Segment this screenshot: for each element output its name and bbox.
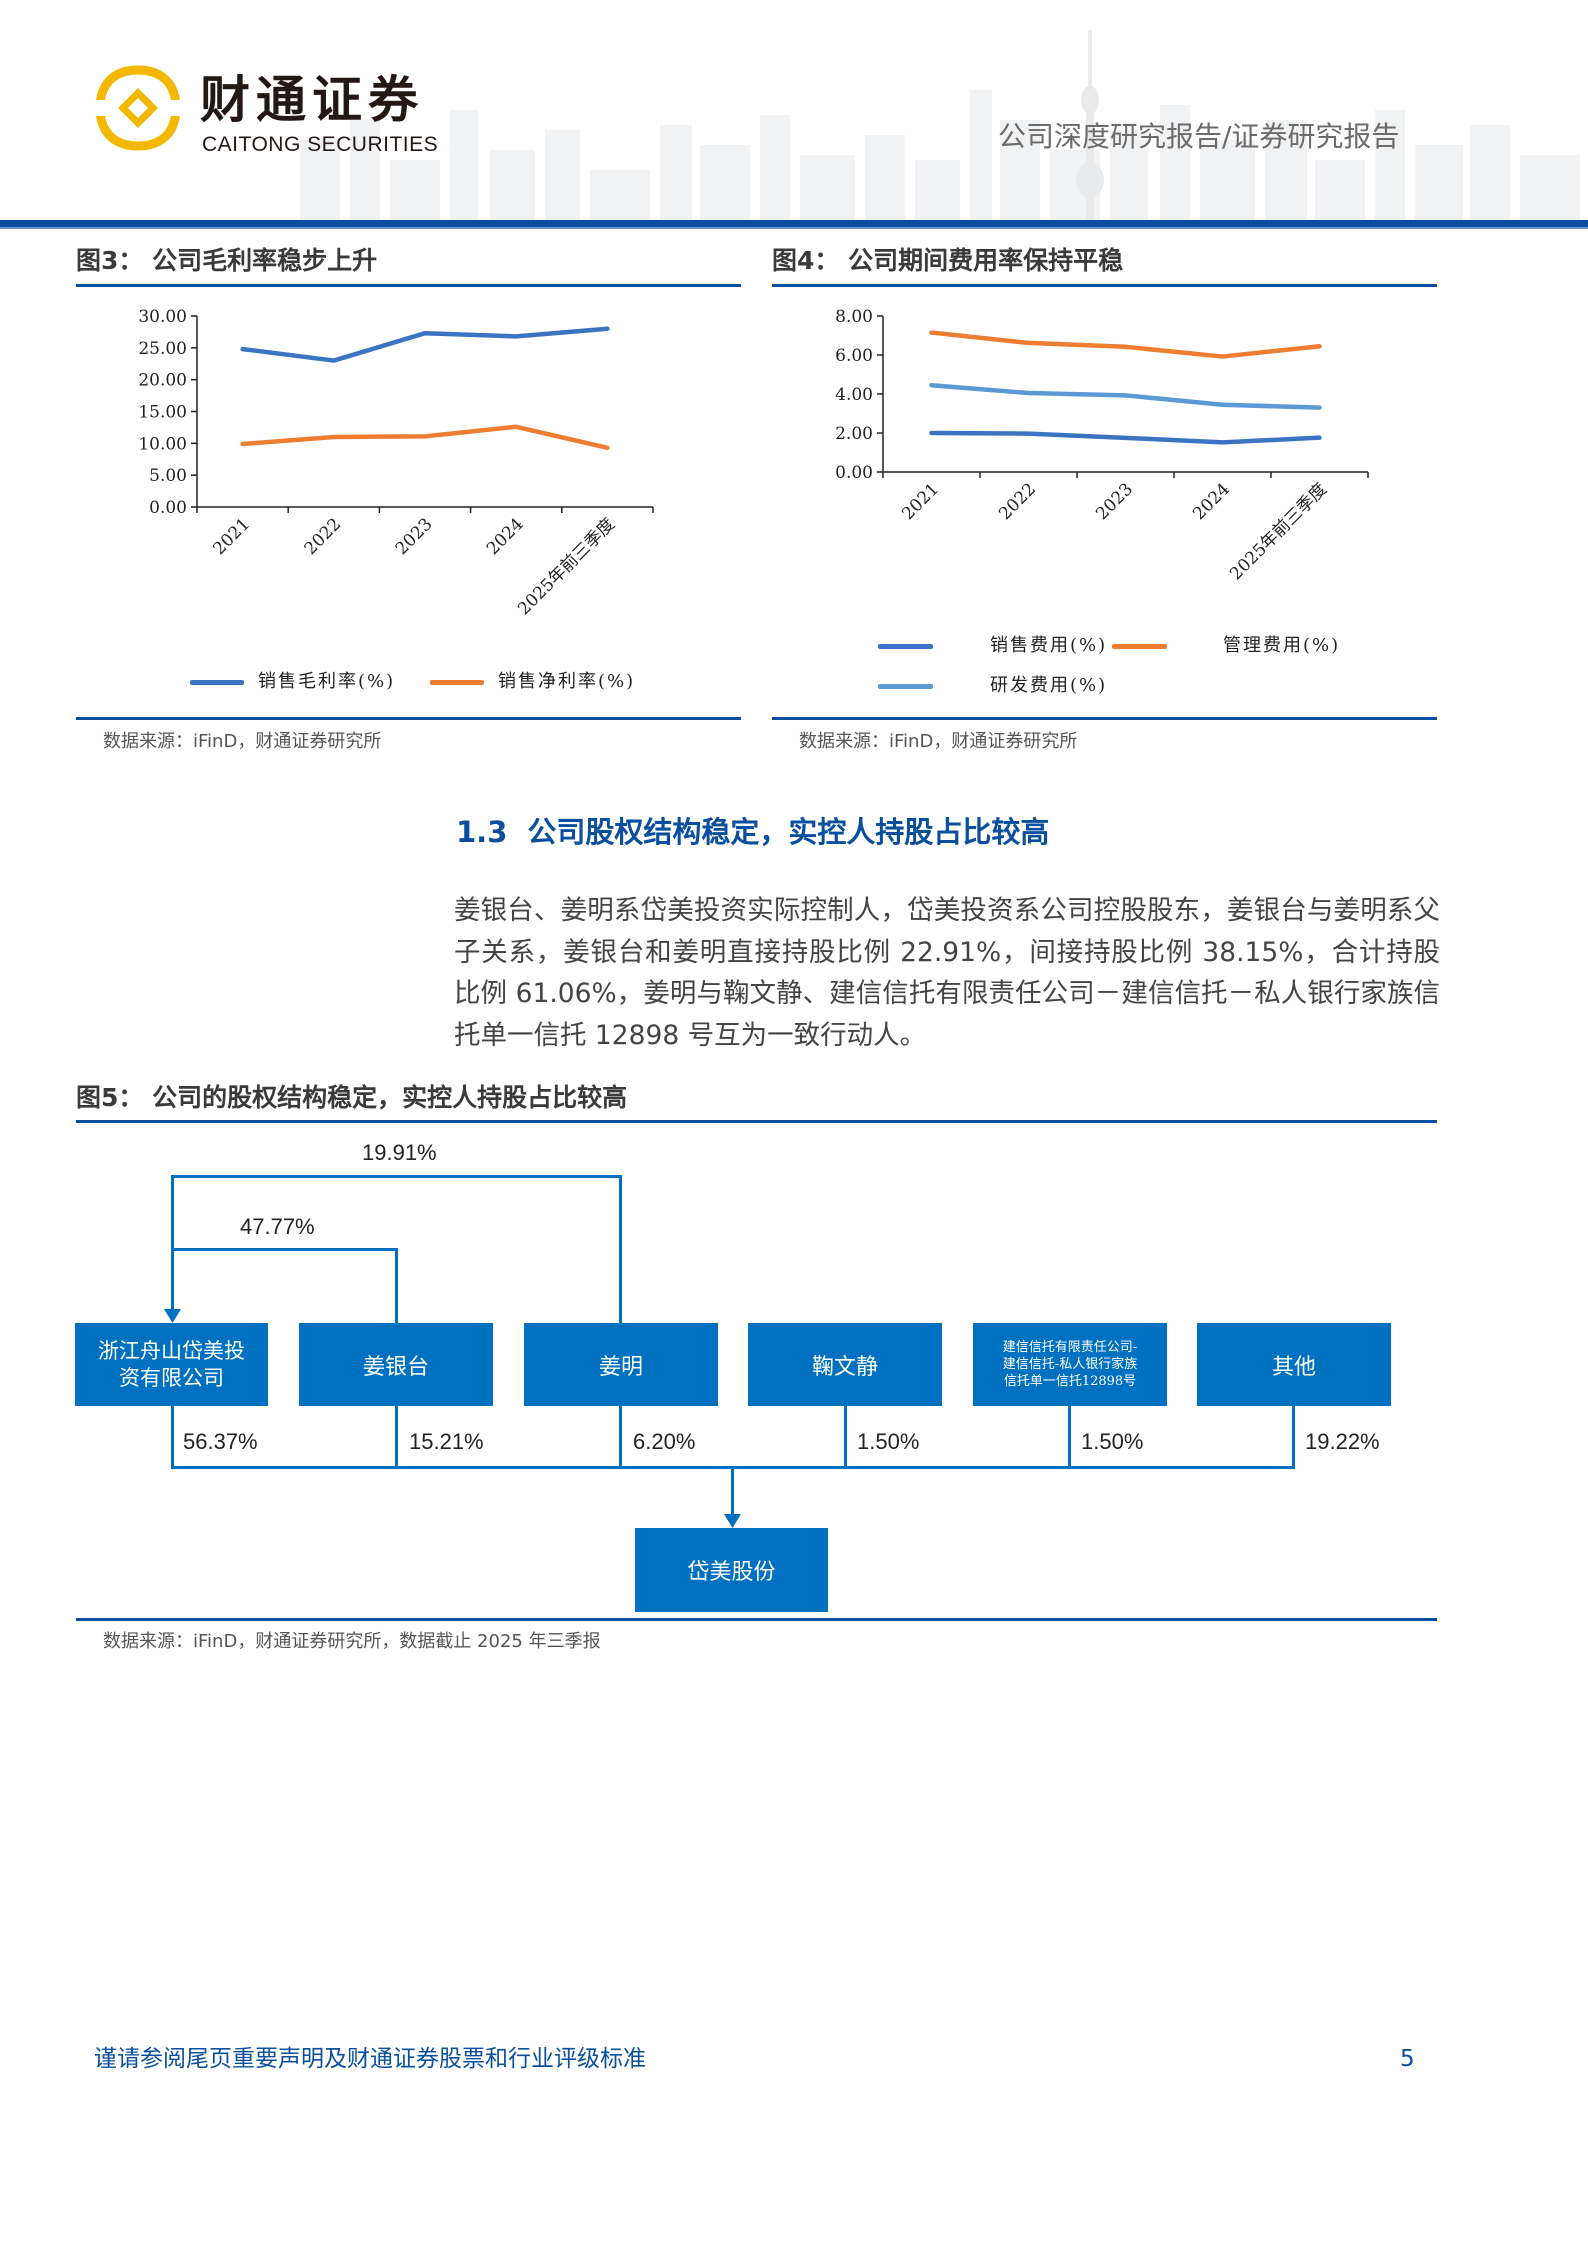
pct-jiangming: 6.20% bbox=[633, 1429, 696, 1454]
figure-4-title: 图4： 公司期间费用率保持平稳 bbox=[772, 246, 1124, 275]
legend-label-selling-expense: 销售费用(%) bbox=[990, 635, 1108, 656]
logo-chinese-name: 财通证券 bbox=[200, 70, 424, 129]
footer-disclaimer: 谨请参阅尾页重要声明及财通证券股票和行业评级标准 bbox=[94, 2046, 646, 2072]
shareholder-box-jiangming: 姜明 bbox=[524, 1323, 718, 1406]
box-label: 姜明 bbox=[598, 1354, 643, 1380]
figure-3-top-rule bbox=[76, 284, 741, 287]
connector-line bbox=[1292, 1406, 1295, 1468]
box-label-line: 资有限公司 bbox=[119, 1365, 224, 1390]
pct-ccb-trust: 1.50% bbox=[1081, 1429, 1144, 1454]
logo-english-name: CAITONG SECURITIES bbox=[202, 133, 439, 156]
connector-line bbox=[731, 1466, 734, 1516]
page-number: 5 bbox=[1400, 2046, 1415, 2072]
shareholder-box-daimei-investment: 浙江舟山岱美投 资有限公司 bbox=[75, 1323, 268, 1406]
pct-others: 19.22% bbox=[1305, 1429, 1380, 1454]
svg-text:25.00: 25.00 bbox=[138, 339, 187, 359]
box-label: 其他 bbox=[1271, 1354, 1316, 1380]
connector-line bbox=[619, 1175, 622, 1323]
box-label-line: 信托单一信托12898号 bbox=[1003, 1374, 1137, 1389]
legend-swatch-net-margin bbox=[430, 680, 484, 685]
pct-daimei-investment: 56.37% bbox=[183, 1429, 258, 1454]
caitong-logo-icon bbox=[92, 65, 184, 151]
shareholder-box-ccb-trust: 建信信托有限责任公司- 建信信托-私人银行家族 信托单一信托12898号 bbox=[973, 1323, 1167, 1406]
section-heading: 1.3 公司股权结构稳定，实控人持股占比较高 bbox=[456, 812, 1049, 852]
connector-line bbox=[395, 1248, 398, 1323]
header-divider bbox=[0, 220, 1588, 227]
connector-line bbox=[171, 1175, 622, 1178]
report-type-label: 公司深度研究报告/证券研究报告 bbox=[998, 120, 1400, 153]
box-label: 鞠文静 bbox=[811, 1354, 878, 1380]
shareholder-box-juwenjing: 鞠文静 bbox=[748, 1323, 942, 1406]
box-label: 姜银台 bbox=[362, 1354, 429, 1380]
connector-line bbox=[171, 1175, 174, 1315]
svg-text:0.00: 0.00 bbox=[149, 498, 187, 518]
figure-4-bottom-rule bbox=[772, 717, 1437, 720]
svg-text:2.00: 2.00 bbox=[835, 424, 873, 444]
legend-swatch-admin-expense bbox=[1112, 644, 1167, 649]
connector-line bbox=[171, 1248, 397, 1251]
legend-label-admin-expense: 管理费用(%) bbox=[1223, 635, 1341, 656]
pct-juwenjing: 1.50% bbox=[857, 1429, 920, 1454]
connector-line bbox=[844, 1406, 847, 1468]
legend-swatch-rd-expense bbox=[878, 684, 933, 689]
svg-text:20.00: 20.00 bbox=[138, 371, 187, 391]
connector-line bbox=[395, 1406, 398, 1468]
box-label: 岱美股份 bbox=[687, 1560, 776, 1585]
legend-label-gross-margin: 销售毛利率(%) bbox=[258, 671, 396, 692]
arrow-down-icon bbox=[724, 1514, 741, 1528]
legend-swatch-gross-margin bbox=[190, 680, 244, 685]
svg-text:2022: 2022 bbox=[995, 479, 1040, 524]
shareholder-box-others: 其他 bbox=[1197, 1323, 1391, 1406]
link-pct-jiangyintai-to-daimei: 47.77% bbox=[240, 1214, 315, 1239]
figure-3-title: 图3： 公司毛利率稳步上升 bbox=[76, 246, 378, 275]
figure-5-source: 数据来源：iFinD，财通证券研究所，数据截止 2025 年三季报 bbox=[103, 1631, 601, 1652]
header-skyline-decoration bbox=[300, 30, 1580, 220]
figure-3-source: 数据来源：iFinD，财通证券研究所 bbox=[103, 731, 382, 752]
svg-text:30.00: 30.00 bbox=[138, 307, 187, 327]
box-label-line: 建信信托-私人银行家族 bbox=[1002, 1357, 1138, 1372]
section-title: 公司股权结构稳定，实控人持股占比较高 bbox=[527, 815, 1050, 849]
section-number: 1.3 bbox=[456, 815, 508, 849]
figure-4-line-chart: 0.00 2.00 4.00 6.00 8.00 2021 2022 2023 20242025… bbox=[835, 307, 1369, 584]
svg-text:5.00: 5.00 bbox=[149, 466, 187, 486]
header-divider-accent bbox=[0, 227, 1588, 229]
figure-5-bottom-rule bbox=[76, 1618, 1437, 1621]
link-pct-jiangming-to-daimei: 19.91% bbox=[362, 1140, 437, 1165]
legend-label-net-margin: 销售净利率(%) bbox=[498, 671, 636, 692]
connector-line bbox=[171, 1406, 174, 1468]
svg-text:2021: 2021 bbox=[898, 479, 943, 524]
svg-text:6.00: 6.00 bbox=[835, 346, 873, 366]
svg-text:2024: 2024 bbox=[1189, 479, 1234, 524]
svg-text:8.00: 8.00 bbox=[835, 307, 873, 327]
connector-line bbox=[619, 1406, 622, 1468]
figure-3-bottom-rule bbox=[76, 717, 741, 720]
svg-text:2023: 2023 bbox=[1092, 479, 1137, 524]
svg-text:10.00: 10.00 bbox=[138, 434, 187, 454]
section-paragraph: 姜银台、姜明系岱美投资实际控制人，岱美投资系公司控股股东，姜银台与姜明系父子关系… bbox=[454, 895, 1440, 1051]
box-label-line: 浙江舟山岱美投 bbox=[98, 1338, 245, 1363]
arrow-down-icon bbox=[164, 1309, 181, 1323]
svg-text:2025年前三季度: 2025年前三季度 bbox=[1226, 479, 1331, 584]
figure-4-top-rule bbox=[772, 284, 1437, 287]
svg-text:15.00: 15.00 bbox=[138, 403, 187, 423]
connector-line bbox=[1068, 1406, 1071, 1468]
svg-text:4.00: 4.00 bbox=[835, 385, 873, 405]
shareholder-box-jiangyintai: 姜银台 bbox=[299, 1323, 493, 1406]
box-label-line: 建信信托有限责任公司- bbox=[1002, 1340, 1138, 1355]
figure-4-source: 数据来源：iFinD，财通证券研究所 bbox=[799, 731, 1078, 752]
company-box-daimei: 岱美股份 bbox=[635, 1528, 828, 1612]
legend-label-rd-expense: 研发费用(%) bbox=[990, 675, 1108, 696]
figure-5-title: 图5： 公司的股权结构稳定，实控人持股占比较高 bbox=[76, 1083, 628, 1112]
figure-5-top-rule bbox=[76, 1120, 1437, 1123]
legend-swatch-selling-expense bbox=[878, 644, 933, 649]
pct-jiangyintai: 15.21% bbox=[409, 1429, 484, 1454]
svg-text:0.00: 0.00 bbox=[835, 463, 873, 483]
